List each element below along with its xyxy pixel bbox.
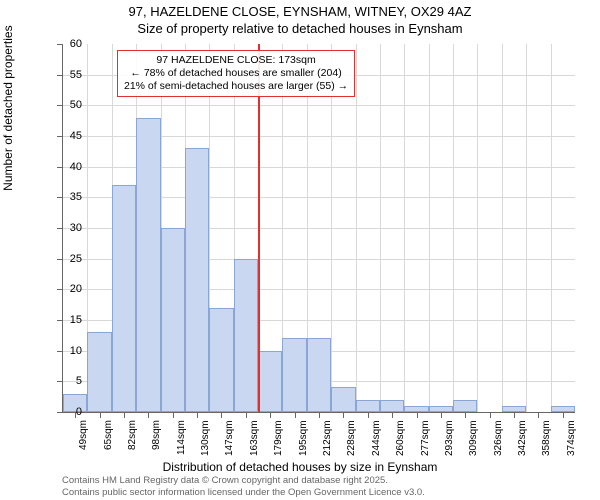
annot-line1: 97 HAZELDENE CLOSE: 173sqm <box>124 54 348 67</box>
chart-title: 97, HAZELDENE CLOSE, EYNSHAM, WITNEY, OX… <box>0 0 600 38</box>
y-tick-label: 0 <box>52 406 82 418</box>
title-line1: 97, HAZELDENE CLOSE, EYNSHAM, WITNEY, OX… <box>0 4 600 21</box>
x-tick <box>124 412 125 418</box>
x-tick <box>270 412 271 418</box>
gridline-v <box>404 44 405 412</box>
histogram-bar <box>258 351 282 412</box>
x-tick <box>173 412 174 418</box>
y-tick-label: 60 <box>52 38 82 50</box>
x-tick-label: 277sqm <box>420 420 431 456</box>
x-tick-label: 147sqm <box>224 420 235 456</box>
title-line2: Size of property relative to detached ho… <box>0 21 600 38</box>
gridline-h <box>63 105 575 106</box>
gridline-v <box>356 44 357 412</box>
histogram-bar <box>185 148 209 412</box>
x-tick-label: 358sqm <box>541 420 552 456</box>
footer-line2: Contains public sector information licen… <box>62 487 425 498</box>
histogram-bar <box>453 400 477 412</box>
x-tick <box>514 412 515 418</box>
y-tick-label: 35 <box>52 191 82 203</box>
histogram-bar <box>87 332 111 412</box>
x-tick-label: 212sqm <box>322 420 333 456</box>
x-tick <box>319 412 320 418</box>
x-axis-label: Distribution of detached houses by size … <box>0 460 600 474</box>
x-tick-label: 260sqm <box>395 420 406 456</box>
histogram-bar <box>161 228 185 412</box>
x-tick-label: 49sqm <box>78 420 89 450</box>
x-tick <box>392 412 393 418</box>
chart-plot-area: 97 HAZELDENE CLOSE: 173sqm ← 78% of deta… <box>62 44 575 413</box>
y-tick-label: 45 <box>52 130 82 142</box>
footer-line1: Contains HM Land Registry data © Crown c… <box>62 475 425 486</box>
x-tick-label: 163sqm <box>249 420 260 456</box>
y-tick-label: 50 <box>52 99 82 111</box>
x-tick <box>368 412 369 418</box>
y-tick-label: 5 <box>52 375 82 387</box>
x-tick-label: 195sqm <box>298 420 309 456</box>
x-tick-label: 179sqm <box>273 420 284 456</box>
x-tick-label: 228sqm <box>346 420 357 456</box>
x-tick-label: 114sqm <box>176 420 187 455</box>
histogram-bar <box>234 259 258 412</box>
x-tick <box>246 412 247 418</box>
x-tick <box>417 412 418 418</box>
x-tick-label: 65sqm <box>103 420 114 450</box>
gridline-v <box>477 44 478 412</box>
gridline-v <box>331 44 332 412</box>
x-tick-label: 326sqm <box>493 420 504 456</box>
y-tick-label: 10 <box>52 345 82 357</box>
x-tick <box>148 412 149 418</box>
gridline-v <box>551 44 552 412</box>
reference-line <box>258 44 260 412</box>
x-tick <box>563 412 564 418</box>
y-tick-label: 30 <box>52 222 82 234</box>
y-axis-label: Number of detached properties <box>1 25 15 190</box>
annot-line3: 21% of semi-detached houses are larger (… <box>124 80 348 93</box>
histogram-bar <box>282 338 306 412</box>
x-tick-label: 82sqm <box>127 420 138 450</box>
histogram-bar <box>136 118 160 412</box>
x-tick <box>465 412 466 418</box>
histogram-bar <box>209 308 233 412</box>
histogram-bar <box>307 338 331 412</box>
x-tick-label: 244sqm <box>371 420 382 456</box>
y-tick-label: 15 <box>52 314 82 326</box>
histogram-bar <box>331 387 355 412</box>
x-tick <box>197 412 198 418</box>
gridline-v <box>380 44 381 412</box>
x-tick-label: 374sqm <box>566 420 577 456</box>
x-tick <box>221 412 222 418</box>
x-tick <box>490 412 491 418</box>
x-tick <box>538 412 539 418</box>
y-tick-label: 55 <box>52 69 82 81</box>
x-tick-label: 309sqm <box>468 420 479 456</box>
gridline-v <box>429 44 430 412</box>
annotation-box: 97 HAZELDENE CLOSE: 173sqm ← 78% of deta… <box>117 50 355 97</box>
gridline-v <box>453 44 454 412</box>
x-tick <box>295 412 296 418</box>
gridline-v <box>502 44 503 412</box>
x-tick-label: 342sqm <box>517 420 528 456</box>
x-tick-label: 130sqm <box>200 420 211 456</box>
x-tick-label: 98sqm <box>151 420 162 450</box>
histogram-bar <box>356 400 380 412</box>
y-tick-label: 40 <box>52 161 82 173</box>
gridline-v <box>526 44 527 412</box>
annot-line2: ← 78% of detached houses are smaller (20… <box>124 67 348 80</box>
histogram-bar <box>112 185 136 412</box>
histogram-bar <box>380 400 404 412</box>
x-tick <box>100 412 101 418</box>
y-tick-label: 20 <box>52 283 82 295</box>
x-tick-label: 293sqm <box>444 420 455 456</box>
footer-text: Contains HM Land Registry data © Crown c… <box>62 475 425 498</box>
x-tick <box>441 412 442 418</box>
x-tick <box>343 412 344 418</box>
y-tick-label: 25 <box>52 253 82 265</box>
